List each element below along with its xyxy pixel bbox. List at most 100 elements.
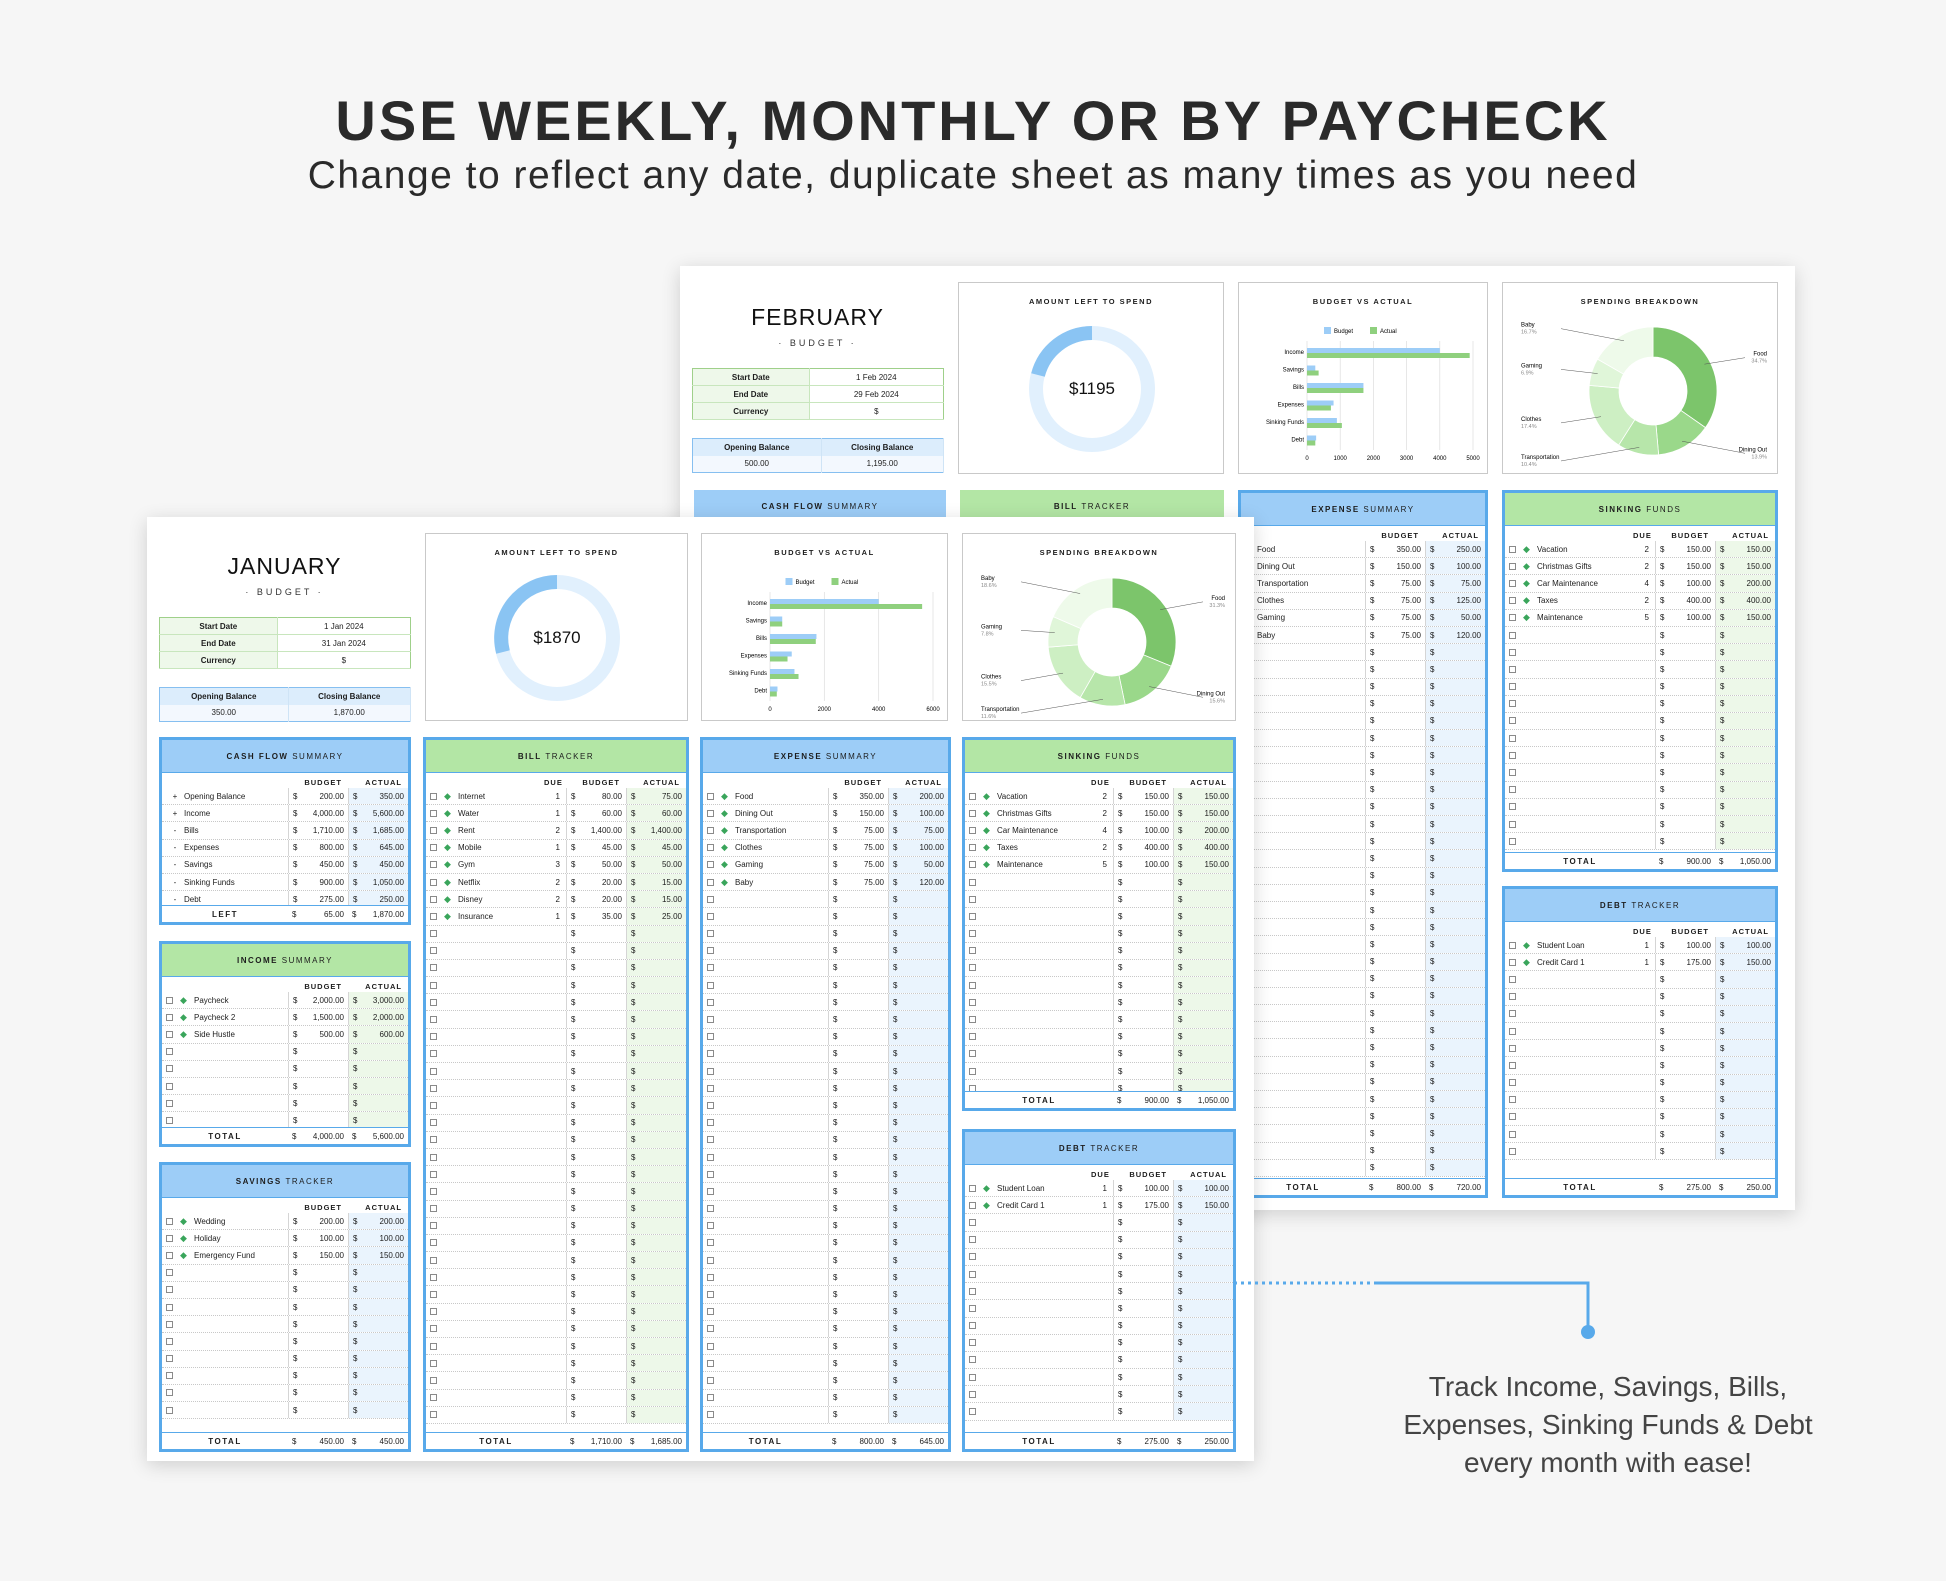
budget-cell[interactable]: $150.00: [1113, 805, 1173, 822]
actual-cell[interactable]: $: [888, 1131, 948, 1148]
table-row[interactable]: $ $: [426, 1286, 686, 1304]
row-name[interactable]: Gaming: [1257, 613, 1286, 623]
actual-cell[interactable]: $: [626, 959, 686, 977]
row-checkbox[interactable]: [969, 1270, 976, 1278]
actual-cell[interactable]: $: [348, 1316, 408, 1333]
table-row[interactable]: $ $: [965, 1063, 1233, 1081]
row-checkbox[interactable]: [166, 1065, 173, 1073]
row-checkbox[interactable]: [430, 1239, 437, 1247]
actual-cell[interactable]: $: [348, 1333, 408, 1350]
budget-cell[interactable]: $: [1113, 1403, 1173, 1420]
budget-cell[interactable]: $: [1365, 695, 1425, 712]
budget-cell[interactable]: $: [1655, 730, 1715, 747]
budget-cell[interactable]: $: [1655, 1005, 1715, 1022]
actual-cell[interactable]: $: [626, 1406, 686, 1423]
row-checkbox[interactable]: [969, 1236, 976, 1244]
row-checkbox[interactable]: [430, 981, 437, 989]
budget-cell[interactable]: $: [288, 1316, 348, 1333]
table-row[interactable]: Gaming $75.00 $50.00: [1241, 609, 1485, 627]
budget-cell[interactable]: $: [828, 1338, 888, 1355]
row-checkbox[interactable]: [969, 1016, 976, 1024]
table-row[interactable]: $ $: [703, 1389, 948, 1407]
actual-cell[interactable]: $: [1425, 661, 1485, 678]
actual-cell[interactable]: $200.00: [348, 1213, 408, 1230]
row-checkbox[interactable]: [707, 981, 714, 989]
due-cell[interactable]: 1: [555, 808, 560, 818]
table-row[interactable]: $ $: [1241, 712, 1485, 731]
table-row[interactable]: $ $: [1505, 644, 1775, 662]
table-row[interactable]: $ $: [703, 1183, 948, 1201]
table-row[interactable]: $ $: [1505, 1005, 1775, 1023]
actual-cell[interactable]: $: [1715, 988, 1775, 1005]
row-checkbox[interactable]: [430, 912, 437, 920]
row-name[interactable]: Holiday: [194, 1233, 221, 1243]
table-row[interactable]: $ $: [1505, 988, 1775, 1006]
actual-cell[interactable]: $50.00: [626, 856, 686, 873]
budget-cell[interactable]: $60.00: [566, 805, 626, 822]
actual-cell[interactable]: $: [888, 977, 948, 994]
table-row[interactable]: $ $: [1505, 747, 1775, 765]
table-row[interactable]: ◆ Wedding $200.00 $200.00: [162, 1213, 408, 1231]
actual-cell[interactable]: $: [888, 1303, 948, 1320]
row-checkbox[interactable]: [166, 1389, 173, 1397]
actual-cell[interactable]: $: [888, 1286, 948, 1303]
budget-cell[interactable]: $75.00: [828, 873, 888, 891]
budget-cell[interactable]: $: [1365, 884, 1425, 901]
actual-cell[interactable]: $150.00: [1715, 954, 1775, 971]
row-checkbox[interactable]: [1509, 1010, 1516, 1018]
row-name[interactable]: Vacation: [1537, 544, 1568, 554]
table-row[interactable]: $ $: [162, 1043, 408, 1061]
actual-cell[interactable]: $: [1173, 1283, 1233, 1300]
row-checkbox[interactable]: [969, 895, 976, 903]
table-row[interactable]: $ $: [162, 1402, 408, 1420]
budget-cell[interactable]: $: [1655, 816, 1715, 833]
row-checkbox[interactable]: [707, 878, 714, 886]
row-checkbox[interactable]: [707, 1325, 714, 1333]
budget-cell[interactable]: $: [828, 1045, 888, 1062]
actual-cell[interactable]: $: [1173, 1265, 1233, 1283]
actual-cell[interactable]: $: [1715, 798, 1775, 815]
budget-cell[interactable]: $: [828, 1200, 888, 1217]
row-checkbox[interactable]: [430, 895, 437, 903]
table-row[interactable]: $ $: [1241, 747, 1485, 765]
table-row[interactable]: $ $: [426, 977, 686, 995]
row-checkbox[interactable]: [1509, 665, 1516, 673]
actual-cell[interactable]: $: [626, 1389, 686, 1406]
budget-cell[interactable]: $400.00: [1113, 839, 1173, 856]
budget-cell[interactable]: $200.00: [288, 1213, 348, 1230]
table-row[interactable]: $ $: [703, 942, 948, 960]
budget-cell[interactable]: $: [288, 1281, 348, 1298]
table-row[interactable]: $ $: [965, 942, 1233, 960]
budget-cell[interactable]: $: [1655, 678, 1715, 695]
actual-cell[interactable]: $15.00: [626, 891, 686, 908]
budget-cell[interactable]: $: [566, 925, 626, 942]
actual-cell[interactable]: $: [1715, 781, 1775, 798]
table-row[interactable]: $ $: [426, 1183, 686, 1201]
budget-cell[interactable]: $: [288, 1077, 348, 1095]
row-checkbox[interactable]: [430, 1411, 437, 1419]
budget-cell[interactable]: $: [1365, 850, 1425, 867]
row-checkbox[interactable]: [1509, 1113, 1516, 1121]
budget-cell[interactable]: $: [1365, 1005, 1425, 1022]
budget-cell[interactable]: $100.00: [1113, 822, 1173, 839]
budget-cell[interactable]: $: [1655, 988, 1715, 1005]
table-row[interactable]: $ $: [1241, 850, 1485, 868]
due-cell[interactable]: 2: [555, 877, 560, 887]
budget-cell[interactable]: $: [1365, 712, 1425, 730]
table-row[interactable]: $ $: [426, 1406, 686, 1424]
actual-cell[interactable]: $15.00: [626, 873, 686, 891]
actual-cell[interactable]: $: [626, 1183, 686, 1200]
budget-cell[interactable]: $: [1113, 873, 1173, 891]
actual-cell[interactable]: $: [1173, 873, 1233, 891]
budget-cell[interactable]: $: [1365, 730, 1425, 747]
budget-cell[interactable]: $: [828, 908, 888, 925]
row-name[interactable]: Taxes: [1537, 596, 1558, 606]
actual-cell[interactable]: $: [348, 1367, 408, 1384]
row-name[interactable]: Dining Out: [735, 808, 773, 818]
row-checkbox[interactable]: [1509, 941, 1516, 949]
budget-cell[interactable]: $75.00: [1365, 609, 1425, 626]
actual-cell[interactable]: $: [626, 1217, 686, 1234]
actual-cell[interactable]: $: [888, 1406, 948, 1423]
actual-cell[interactable]: $5,600.00: [348, 805, 408, 822]
table-row[interactable]: $ $: [162, 1281, 408, 1299]
